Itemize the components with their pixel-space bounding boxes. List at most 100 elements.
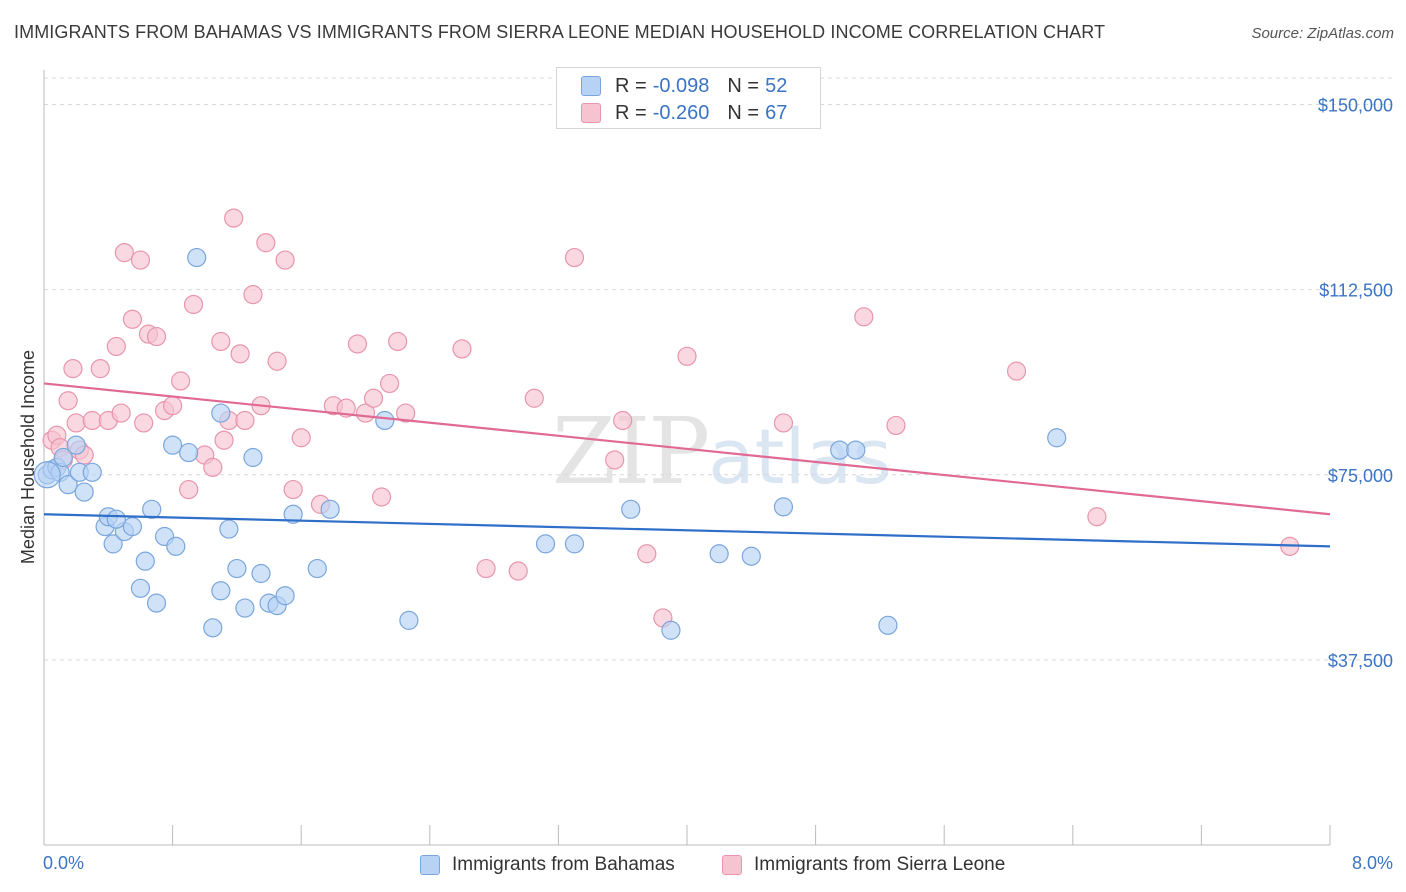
point-sierra-leone (256, 233, 276, 253)
legend-r-value: -0.260 (652, 101, 710, 124)
point-sierra-leone (203, 457, 223, 477)
point-sierra-leone (508, 561, 528, 581)
point-sierra-leone (63, 359, 83, 379)
point-sierra-leone (452, 339, 472, 359)
legend-swatch-bahamas (581, 76, 601, 96)
point-bahamas (122, 517, 143, 537)
legend-row-sierra-leone: R = -0.260 N = 67 (581, 100, 787, 126)
series-bahamas (33, 247, 1067, 640)
point-sierra-leone (114, 243, 134, 263)
point-bahamas (130, 578, 151, 598)
series-sierra-leone (42, 208, 1300, 628)
point-sierra-leone (380, 373, 400, 394)
y-axis-label: Median Household Income (18, 350, 38, 564)
y-tick-label: $37,500 (1328, 651, 1393, 671)
point-sierra-leone (347, 334, 368, 354)
point-sierra-leone (886, 415, 906, 436)
point-sierra-leone (106, 336, 126, 357)
legend-r-label: R = (615, 74, 647, 97)
tick-labels: $37,500 $75,000 $112,500 $150,000 0.0% 8.0% Me… (18, 96, 1393, 873)
x-tick-label-max: 8.0% (1352, 853, 1393, 873)
point-bahamas (235, 598, 255, 618)
point-bahamas-cluster (33, 461, 61, 489)
point-bahamas (227, 558, 247, 579)
point-bahamas (53, 447, 73, 468)
point-sierra-leone (134, 413, 154, 433)
bottom-legend-bahamas: Immigrants from Bahamas (420, 852, 675, 878)
point-sierra-leone (564, 247, 585, 268)
point-bahamas (307, 558, 327, 579)
y-tick-label: $150,000 (1318, 96, 1393, 116)
point-sierra-leone (388, 331, 408, 352)
point-bahamas (106, 509, 126, 529)
point-sierra-leone (122, 309, 143, 329)
point-bahamas (142, 499, 162, 519)
point-bahamas (283, 504, 303, 524)
point-sierra-leone (637, 544, 657, 564)
legend-n-value: 52 (765, 74, 788, 97)
point-bahamas (243, 447, 263, 468)
point-bahamas (773, 497, 794, 517)
point-sierra-leone (130, 250, 151, 270)
legend-n-label: N = (727, 101, 760, 124)
legend-row-bahamas: R = -0.098 N = 52 (581, 73, 787, 99)
axes (43, 70, 1331, 846)
trend-line-bahamas (43, 513, 1331, 548)
point-bahamas (661, 620, 681, 640)
correlation-legend: R = -0.098 N = 52 R = -0.260 N = 67 (556, 67, 821, 129)
x-tick-label-min: 0.0% (43, 853, 84, 873)
point-bahamas (187, 247, 207, 268)
bottom-legend-label-bahamas: Immigrants from Bahamas (452, 854, 675, 875)
trend-line-sierra-leone (43, 382, 1331, 516)
point-sierra-leone (396, 403, 416, 423)
point-sierra-leone (224, 208, 244, 228)
point-sierra-leone (179, 479, 199, 500)
point-bahamas (74, 482, 94, 502)
point-sierra-leone (183, 294, 204, 315)
point-sierra-leone (230, 344, 250, 364)
trend-lines (43, 382, 1331, 548)
y-tick-label: $112,500 (1319, 281, 1393, 301)
point-bahamas (830, 440, 850, 460)
point-sierra-leone (163, 396, 183, 416)
point-bahamas (399, 610, 419, 630)
point-bahamas (375, 410, 395, 431)
legend-n-value: 67 (765, 101, 788, 124)
point-bahamas (741, 546, 761, 566)
point-sierra-leone (275, 250, 295, 270)
bottom-legend-sierra-leone: Immigrants from Sierra Leone (722, 852, 1005, 878)
point-sierra-leone (214, 430, 234, 450)
point-sierra-leone (854, 307, 874, 327)
point-sierra-leone (677, 346, 697, 366)
grid (44, 77, 1394, 661)
point-sierra-leone (605, 450, 625, 470)
point-bahamas (58, 475, 78, 495)
point-bahamas (82, 462, 102, 482)
point-sierra-leone (524, 388, 544, 408)
point-bahamas (166, 536, 186, 556)
point-bahamas (163, 435, 183, 455)
point-sierra-leone (66, 413, 86, 433)
point-bahamas (535, 534, 556, 554)
legend-swatch-sierra-leone (581, 103, 601, 123)
point-sierra-leone (243, 285, 263, 305)
point-bahamas (179, 442, 199, 463)
point-bahamas (320, 499, 340, 519)
point-sierra-leone (291, 428, 311, 448)
point-sierra-leone (82, 410, 102, 431)
point-bahamas (846, 440, 866, 460)
point-sierra-leone (111, 403, 131, 423)
point-sierra-leone (476, 558, 496, 579)
point-bahamas (709, 544, 729, 564)
point-bahamas (219, 519, 239, 539)
point-sierra-leone (613, 410, 633, 431)
point-sierra-leone (363, 388, 384, 408)
source-label: Source: ZipAtlas.com (1251, 25, 1394, 42)
point-bahamas (1047, 428, 1067, 448)
point-bahamas (135, 551, 155, 571)
point-bahamas (275, 586, 295, 606)
point-bahamas (203, 618, 223, 638)
point-sierra-leone (90, 359, 110, 379)
point-bahamas (878, 615, 898, 635)
